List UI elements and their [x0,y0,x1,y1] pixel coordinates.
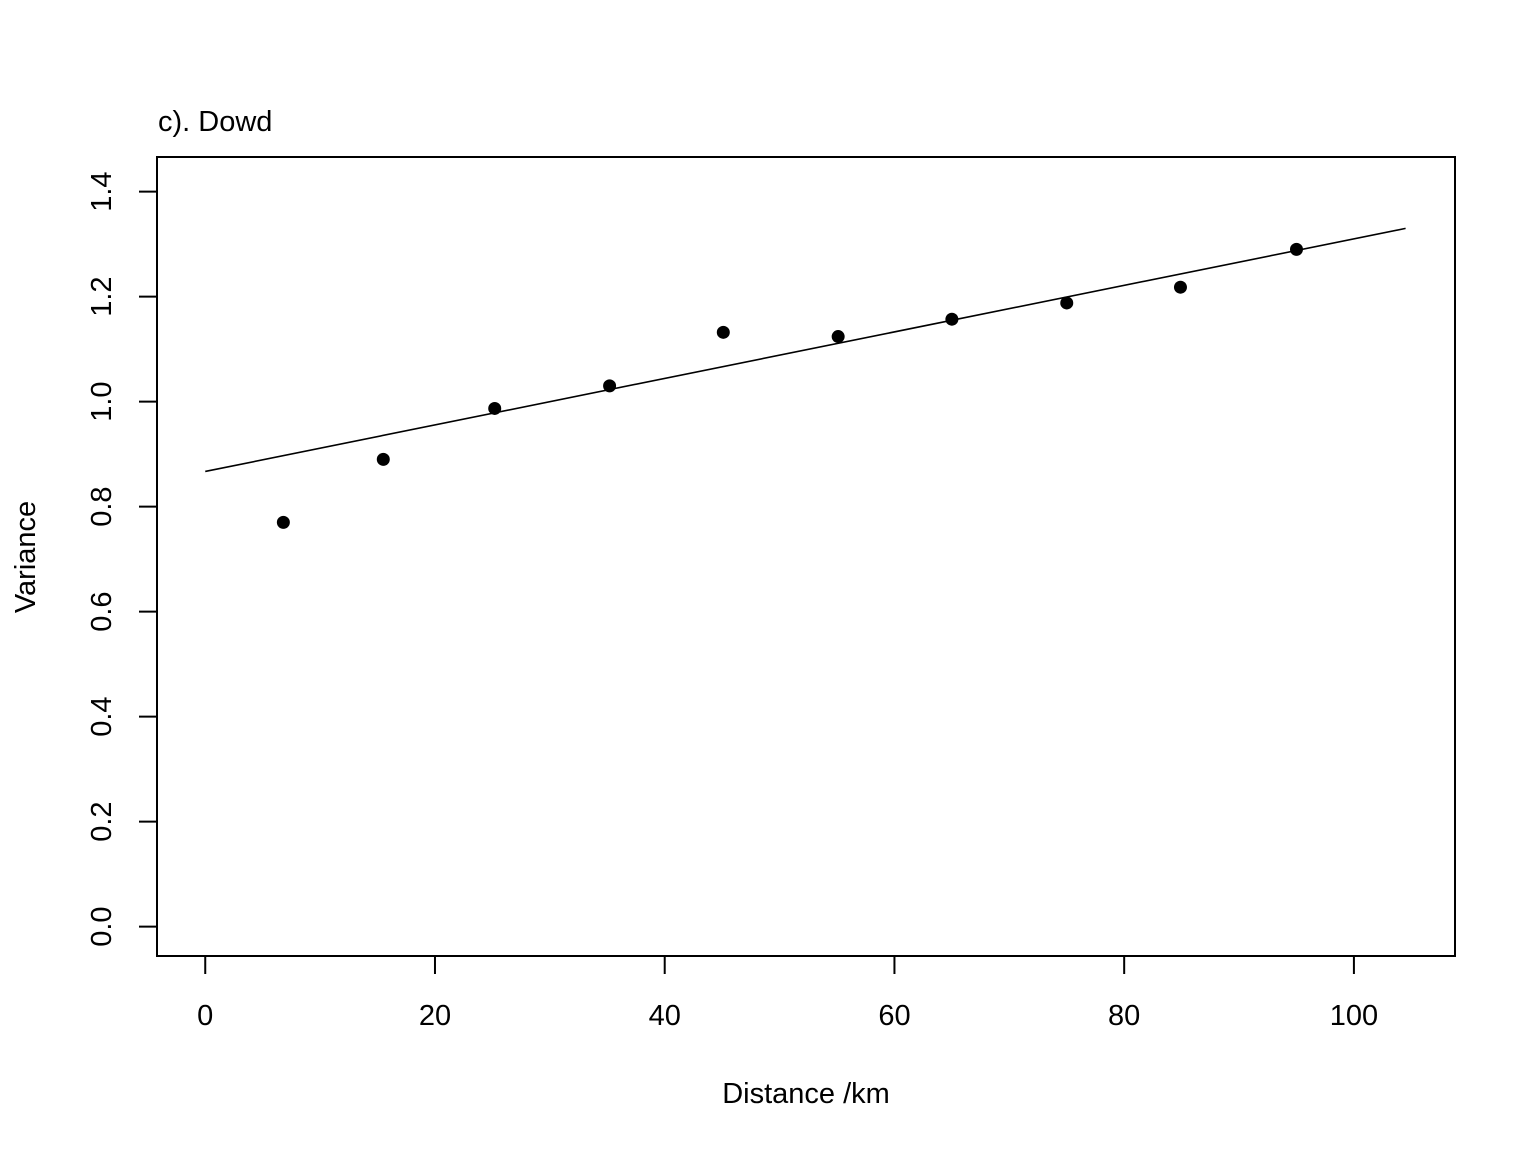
data-point [1173,280,1187,294]
trend-line-group [205,227,1406,473]
y-tick-label: 1.2 [86,276,118,316]
y-tick-label: 1.0 [86,381,118,421]
y-tick-label: 0.6 [86,591,118,631]
x-axis: 0 20 40 60 80 100 [197,955,1378,1032]
data-point [1289,242,1303,256]
y-tick-label: 0.2 [86,801,118,841]
data-points [276,242,1303,529]
y-tick-label: 1.4 [86,171,118,211]
data-point [716,325,730,339]
data-point [831,330,845,344]
x-tick-label: 40 [649,1000,681,1032]
y-axis-label: Variance [10,501,42,613]
data-point [276,515,290,529]
x-tick-label: 100 [1330,1000,1378,1032]
y-axis: 0.0 0.2 0.4 0.6 0.8 1.0 1.2 1.4 [86,171,158,947]
data-point [945,312,959,326]
trend-line [205,227,1406,473]
y-tick-label: 0.4 [86,696,118,736]
data-point [1060,296,1074,310]
x-tick-label: 20 [419,1000,451,1032]
x-axis-label: Distance /km [722,1078,890,1110]
x-tick-label: 0 [197,1000,213,1032]
plot-frame [156,156,1456,957]
x-tick-label: 60 [878,1000,910,1032]
data-point [488,401,502,415]
x-tick-label: 80 [1108,1000,1140,1032]
y-tick-label: 0.8 [86,486,118,526]
y-tick-label: 0.0 [86,906,118,946]
data-point [603,379,617,393]
data-point [376,452,390,466]
chart-title: c). Dowd [158,106,272,138]
